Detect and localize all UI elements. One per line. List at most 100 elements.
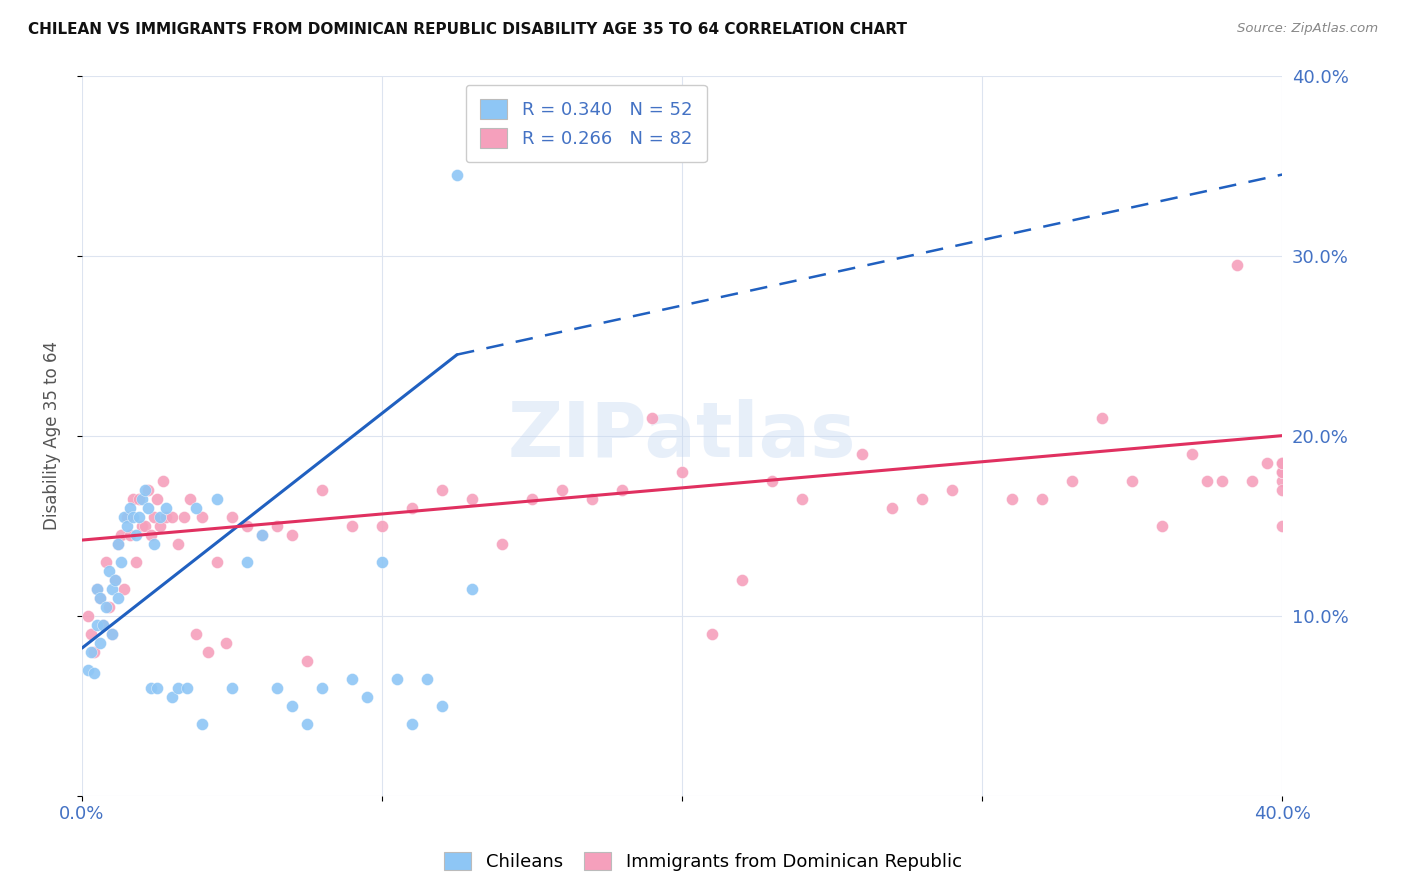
Point xyxy=(94,599,117,614)
Point xyxy=(80,645,103,659)
Point xyxy=(86,617,108,632)
Point xyxy=(221,509,243,524)
Point xyxy=(671,465,693,479)
Point xyxy=(122,509,145,524)
Text: Source: ZipAtlas.com: Source: ZipAtlas.com xyxy=(1237,22,1378,36)
Point xyxy=(430,483,453,497)
Text: ZIPatlas: ZIPatlas xyxy=(508,399,856,473)
Point xyxy=(1241,474,1264,488)
Point xyxy=(250,527,273,541)
Legend: R = 0.340   N = 52, R = 0.266   N = 82: R = 0.340 N = 52, R = 0.266 N = 82 xyxy=(465,85,707,162)
Point xyxy=(1211,474,1233,488)
Point xyxy=(97,599,120,614)
Point xyxy=(136,500,159,515)
Point xyxy=(236,555,259,569)
Point xyxy=(89,591,111,605)
Point xyxy=(1121,474,1143,488)
Point xyxy=(311,483,333,497)
Point xyxy=(80,626,103,640)
Point xyxy=(295,654,318,668)
Point xyxy=(179,491,201,506)
Point xyxy=(197,645,219,659)
Point xyxy=(1271,465,1294,479)
Point xyxy=(167,537,190,551)
Point xyxy=(461,582,484,596)
Point xyxy=(851,447,873,461)
Point xyxy=(1271,518,1294,533)
Point xyxy=(610,483,633,497)
Point xyxy=(340,518,363,533)
Point xyxy=(128,491,150,506)
Point xyxy=(761,474,783,488)
Point xyxy=(83,645,105,659)
Point xyxy=(1271,456,1294,470)
Point xyxy=(112,509,135,524)
Point xyxy=(86,582,108,596)
Point xyxy=(1271,456,1294,470)
Point xyxy=(1152,518,1174,533)
Point xyxy=(790,491,813,506)
Point xyxy=(731,573,754,587)
Point xyxy=(311,681,333,695)
Point xyxy=(205,491,228,506)
Point xyxy=(641,410,664,425)
Point xyxy=(149,518,172,533)
Point xyxy=(118,527,141,541)
Point xyxy=(430,698,453,713)
Point xyxy=(122,491,145,506)
Point xyxy=(446,168,468,182)
Point xyxy=(266,518,288,533)
Point xyxy=(340,672,363,686)
Point xyxy=(89,591,111,605)
Point xyxy=(115,518,138,533)
Point xyxy=(77,608,100,623)
Point xyxy=(401,500,423,515)
Point xyxy=(104,573,127,587)
Point xyxy=(401,716,423,731)
Point xyxy=(266,681,288,695)
Point xyxy=(101,582,124,596)
Point xyxy=(581,491,603,506)
Point xyxy=(176,681,198,695)
Point xyxy=(1197,474,1219,488)
Point xyxy=(160,690,183,704)
Point xyxy=(461,491,484,506)
Point xyxy=(136,483,159,497)
Point xyxy=(191,716,214,731)
Point xyxy=(1062,474,1084,488)
Point xyxy=(107,537,129,551)
Point xyxy=(104,573,127,587)
Point xyxy=(1031,491,1053,506)
Point xyxy=(191,509,214,524)
Point xyxy=(416,672,439,686)
Point xyxy=(86,582,108,596)
Point xyxy=(184,500,207,515)
Point xyxy=(77,663,100,677)
Point xyxy=(97,564,120,578)
Point xyxy=(1256,456,1278,470)
Point xyxy=(250,527,273,541)
Point xyxy=(184,626,207,640)
Point xyxy=(143,509,166,524)
Point xyxy=(107,591,129,605)
Point xyxy=(110,555,132,569)
Point xyxy=(125,527,148,541)
Point xyxy=(1271,474,1294,488)
Point xyxy=(149,509,172,524)
Point xyxy=(139,527,162,541)
Point xyxy=(173,509,195,524)
Point xyxy=(295,716,318,731)
Point xyxy=(146,491,169,506)
Point xyxy=(160,509,183,524)
Point xyxy=(1181,447,1204,461)
Point xyxy=(134,518,156,533)
Point xyxy=(491,537,513,551)
Point xyxy=(215,636,238,650)
Point xyxy=(152,474,174,488)
Point xyxy=(941,483,963,497)
Point xyxy=(236,518,259,533)
Point xyxy=(1271,465,1294,479)
Point xyxy=(371,518,394,533)
Point xyxy=(281,698,304,713)
Point xyxy=(221,681,243,695)
